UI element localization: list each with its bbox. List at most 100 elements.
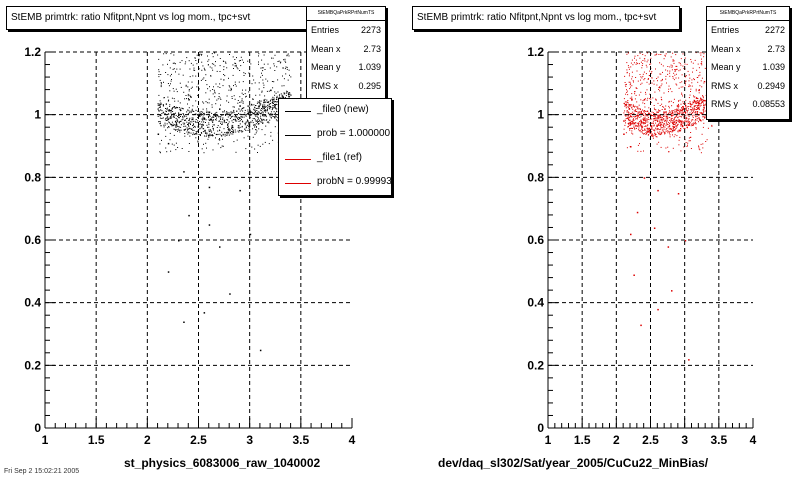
scatter-point	[288, 55, 290, 57]
scatter-point	[696, 109, 698, 110]
scatter-point	[254, 124, 256, 126]
scatter-point	[695, 109, 697, 111]
scatter-point	[656, 53, 658, 55]
scatter-point	[257, 123, 259, 125]
scatter-point	[189, 110, 191, 112]
scatter-point	[653, 80, 655, 82]
scatter-point	[266, 108, 268, 110]
scatter-point	[675, 77, 677, 79]
scatter-point	[271, 114, 273, 116]
scatter-point	[216, 111, 218, 113]
scatter-point	[179, 129, 181, 131]
scatter-point	[663, 92, 665, 94]
scatter-point	[692, 101, 694, 103]
scatter-point	[678, 70, 680, 72]
scatter-point	[688, 140, 690, 142]
scatter-point	[263, 87, 265, 89]
scatter-point	[282, 67, 284, 69]
scatter-point	[667, 124, 669, 126]
scatter-point	[224, 135, 226, 137]
scatter-point	[241, 99, 243, 101]
scatter-point	[651, 115, 653, 116]
scatter-point	[674, 70, 676, 72]
scatter-point	[660, 96, 662, 98]
scatter-point	[704, 104, 705, 106]
scatter-point	[245, 114, 247, 116]
scatter-point	[654, 130, 656, 132]
scatter-point	[180, 109, 182, 111]
scatter-point	[170, 150, 172, 152]
scatter-point	[274, 70, 276, 71]
scatter-point	[672, 125, 674, 127]
scatter-point	[222, 111, 224, 113]
scatter-point	[171, 143, 173, 145]
scatter-point	[644, 103, 646, 105]
scatter-point	[167, 100, 169, 102]
scatter-point	[645, 91, 646, 93]
scatter-point	[654, 129, 656, 131]
scatter-point	[261, 72, 262, 74]
scatter-point	[635, 122, 637, 123]
scatter-point	[674, 109, 676, 111]
scatter-point	[633, 119, 635, 121]
scatter-point	[181, 148, 183, 149]
scatter-point	[684, 63, 686, 65]
scatter-point	[249, 233, 252, 236]
scatter-point	[635, 63, 637, 65]
scatter-point	[271, 98, 273, 100]
scatter-point	[665, 117, 667, 119]
scatter-point	[182, 116, 184, 118]
scatter-point	[640, 115, 642, 117]
scatter-point	[703, 116, 705, 118]
scatter-point	[637, 80, 639, 82]
scatter-point	[258, 121, 260, 122]
scatter-point	[627, 94, 629, 96]
scatter-point	[228, 77, 229, 79]
scatter-point	[213, 63, 215, 65]
scatter-point	[647, 97, 649, 99]
scatter-point	[678, 87, 680, 89]
scatter-point	[646, 81, 648, 83]
scatter-point	[209, 129, 211, 131]
scatter-point	[657, 114, 659, 116]
scatter-point	[218, 93, 220, 95]
scatter-point	[693, 110, 695, 112]
scatter-point	[264, 104, 266, 106]
scatter-point	[678, 103, 679, 105]
scatter-point	[665, 78, 667, 80]
scatter-point	[660, 128, 662, 130]
scatter-point	[702, 112, 704, 114]
right-stat-row: RMS x 0.2949	[711, 80, 785, 91]
scatter-point	[157, 115, 159, 117]
scatter-point	[231, 120, 233, 122]
scatter-point	[219, 120, 220, 122]
scatter-point	[193, 129, 195, 131]
scatter-point	[704, 81, 706, 83]
scatter-point	[176, 122, 178, 124]
scatter-point	[257, 105, 259, 107]
scatter-point	[698, 148, 700, 150]
scatter-point	[660, 146, 662, 148]
scatter-point	[177, 147, 179, 148]
scatter-point	[657, 121, 658, 123]
scatter-point	[267, 63, 269, 65]
scatter-point	[230, 90, 232, 92]
scatter-point	[179, 102, 181, 104]
scatter-point	[659, 86, 661, 88]
scatter-point	[167, 83, 169, 84]
scatter-point	[282, 96, 284, 98]
scatter-point	[245, 95, 247, 97]
scatter-point	[687, 127, 688, 129]
scatter-point	[672, 102, 674, 104]
scatter-point	[192, 120, 194, 122]
scatter-point	[630, 122, 632, 124]
scatter-point	[702, 119, 704, 121]
scatter-point	[673, 136, 675, 138]
scatter-point	[689, 101, 691, 103]
scatter-point	[684, 120, 686, 122]
scatter-point	[199, 134, 201, 136]
scatter-point	[163, 53, 165, 55]
scatter-point	[197, 83, 199, 85]
scatter-point	[664, 132, 666, 134]
scatter-point	[698, 108, 700, 110]
